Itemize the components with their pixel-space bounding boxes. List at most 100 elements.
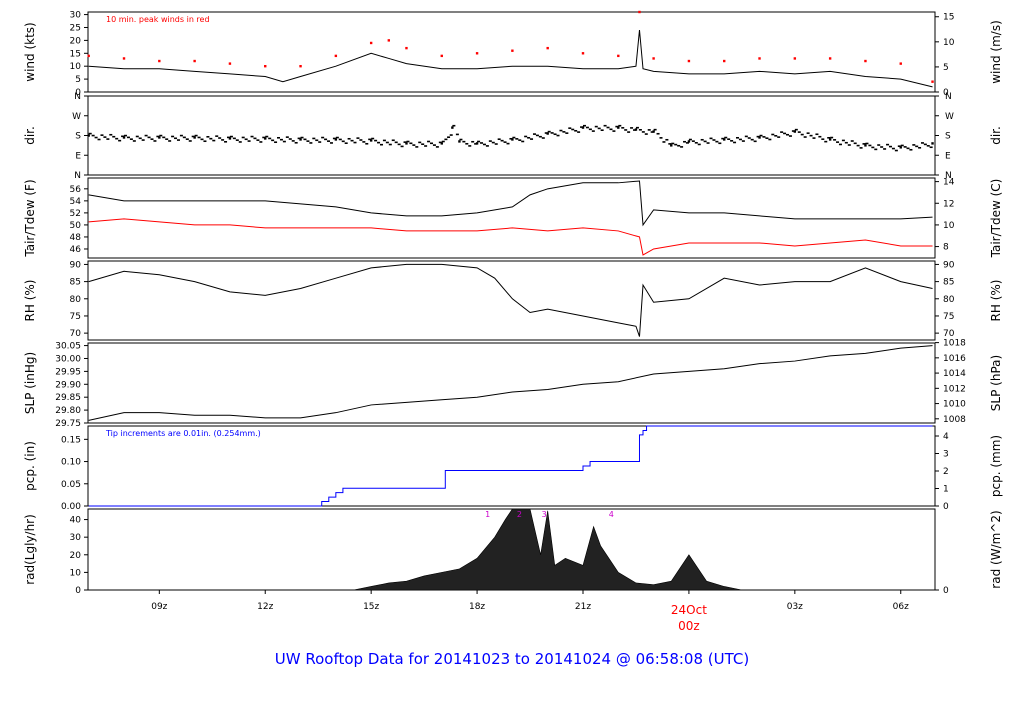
dir-point [176,139,180,141]
dir-point [868,144,872,147]
dir-point [703,140,707,143]
dir-point [424,145,428,147]
wind-ytick-label-right: 10 [943,38,955,48]
temp-ylabel-right: Tair/Tdew (C) [989,179,1003,259]
dir-point [209,137,213,140]
dir-point [794,128,798,131]
pcp-ytick-label: 0.00 [61,502,81,512]
rh-ytick-label-right: 90 [943,260,955,270]
dir-point [106,138,110,140]
slp-series-line [88,345,933,421]
dir-point [562,131,566,133]
wind-point [652,57,655,60]
dir-point [521,140,525,143]
dir-point [353,141,357,144]
footer-title: UW Rooftop Data for 20141023 to 20141024… [275,650,749,668]
dir-point [815,133,819,136]
dir-point [228,137,232,140]
dir-point [200,138,204,141]
dir-point [385,141,389,144]
rh-ytick-label-right: 80 [943,295,955,305]
dir-point [662,141,666,143]
dir-point [771,133,775,136]
rad-marker: 2 [517,510,522,519]
dir-point [768,138,772,141]
dir-point [864,144,867,147]
dir-point [271,139,275,142]
dir-point [235,139,239,141]
dir-point [168,140,172,142]
dir-point [415,146,419,148]
pcp-annotation: Tip increments are 0.01in. (0.254mm.) [105,429,261,438]
wind-ytick-label: 10 [70,62,82,72]
temp-ytick-label: 48 [70,233,82,243]
dir-point [591,130,595,132]
dir-point [397,143,401,146]
rh-ytick-label: 70 [70,329,82,339]
slp-ytick-label-right: 1008 [943,415,966,425]
dir-point [668,143,672,145]
slp-ytick-label: 29.75 [55,419,81,429]
dir-point [633,129,637,131]
dir-point [638,129,642,131]
rad-ytick-label-right: 0 [943,586,949,596]
rh-ytick-label: 85 [70,278,81,288]
slp-ytick-label-right: 1010 [943,400,966,410]
dir-point [680,146,684,148]
dir-point [174,137,178,140]
wind-point [440,54,443,58]
dir-point [244,138,248,141]
rh-ytick-label-right: 75 [943,312,954,322]
dir-point [406,140,410,143]
dir-point [147,136,151,139]
dir-point [759,134,763,137]
date-label: 24Oct [671,603,707,617]
dir-point [312,137,316,140]
dir-point [452,124,456,127]
dir-point [653,128,657,131]
dir-point [735,136,739,139]
dir-point [462,140,466,143]
dir-point [440,142,443,145]
dir-ytick-label-right: S [945,132,951,142]
dir-ytick-label: N [74,171,81,181]
dir-point [193,136,196,139]
dir-point [791,130,795,132]
dir-ytick-label: E [75,151,81,161]
dir-point [141,139,145,141]
dir-point [877,144,881,146]
dir-point [809,134,813,137]
wind-ytick-label: 0 [75,88,81,98]
dir-point [738,138,742,141]
dir-frame [87,95,936,176]
dir-point [430,142,434,145]
dir-point [212,139,216,142]
dir-ytick-label-right: W [945,112,954,122]
dir-point [518,139,522,141]
wind-point [638,10,641,14]
dir-ylabel-right: dir. [989,126,1003,145]
dir-point [482,143,486,146]
temp-series-line [88,218,933,256]
dir-point [515,138,519,140]
pcp-ylabel: pcp. (in) [23,441,37,491]
dir-point [109,133,113,136]
dir-point [371,137,375,140]
slp-ytick-label: 29.90 [55,380,81,390]
dir-point [335,136,339,139]
dir-point [603,124,607,127]
dir-point [783,132,787,135]
dir-point [435,146,439,148]
wind-ytick-label: 30 [70,11,82,21]
dir-point [656,132,660,135]
dir-point [630,127,634,129]
dir-point [612,130,616,132]
rad-ylabel-right: rad (W/m^2) [989,510,1003,588]
slp-ytick-label: 29.80 [55,406,81,416]
dir-point [906,147,910,150]
dir-point [571,128,575,131]
dir-point [600,129,604,131]
wind-ytick-label: 20 [70,36,82,46]
dir-point [299,138,302,141]
